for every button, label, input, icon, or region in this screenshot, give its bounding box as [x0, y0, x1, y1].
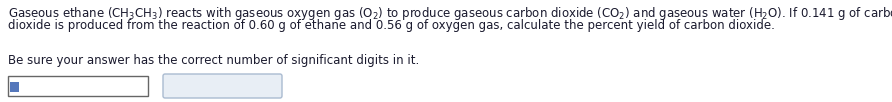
- Text: Gaseous ethane $(\mathregular{CH_3CH_3})$ reacts with gaseous oxygen gas $(\math: Gaseous ethane $(\mathregular{CH_3CH_3})…: [8, 5, 892, 22]
- Text: Be sure your answer has the correct number of significant digits in it.: Be sure your answer has the correct numb…: [8, 54, 419, 67]
- Bar: [8, 76, 148, 96]
- Text: dioxide is produced from the reaction of 0.60 g of ethane and 0.56 g of oxygen g: dioxide is produced from the reaction of…: [8, 19, 775, 32]
- Bar: [10, 82, 19, 92]
- FancyBboxPatch shape: [163, 74, 282, 98]
